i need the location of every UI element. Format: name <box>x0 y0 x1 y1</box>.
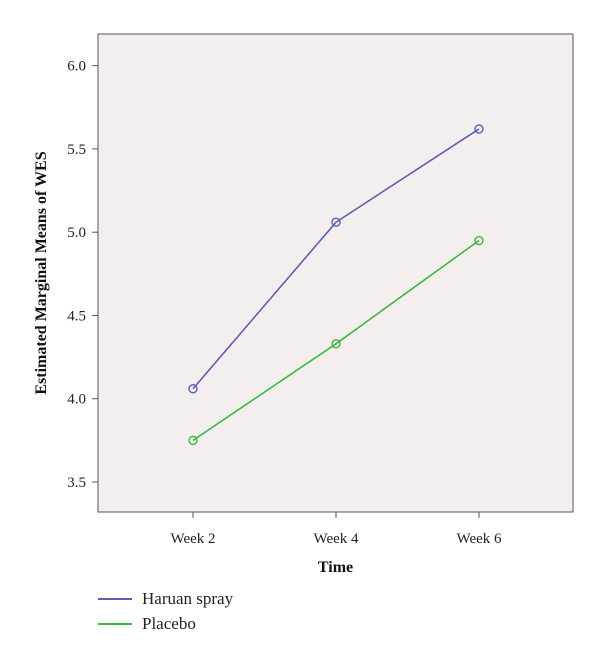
y-tick-label: 4.5 <box>67 308 86 324</box>
plot-area <box>97 33 574 513</box>
x-axis: Week 2 Week 4 Week 6 <box>170 512 502 547</box>
y-tick-label: 5.5 <box>67 142 86 158</box>
legend: Haruan spray Placebo <box>98 586 233 636</box>
legend-label-placebo: Placebo <box>142 613 196 633</box>
series-line-haruan-spray <box>192 128 480 390</box>
data-point-placebo <box>331 339 341 349</box>
y-axis-title: Estimated Marginal Means of WES <box>33 151 50 394</box>
x-tick-label: Week 6 <box>456 531 502 547</box>
y-tick-label: 3.5 <box>67 475 86 491</box>
y-tick-label: 6.0 <box>67 59 86 75</box>
y-tick-label: 5.0 <box>67 225 86 241</box>
series-layer <box>188 124 484 446</box>
series-line-placebo <box>192 239 480 442</box>
legend-swatch-haruan-spray <box>98 597 132 600</box>
data-point-placebo <box>474 235 484 246</box>
legend-label-haruan-spray: Haruan spray <box>142 588 234 608</box>
x-axis-title: Time <box>318 559 353 576</box>
legend-swatch-placebo <box>98 622 132 625</box>
x-tick-label: Week 2 <box>170 531 215 547</box>
y-tick-label: 4.0 <box>67 392 86 408</box>
data-point-haruan-spray <box>474 124 484 134</box>
y-axis: 3.5 4.0 4.5 5.0 5.5 6.0 <box>67 59 98 491</box>
x-tick-label: Week 4 <box>313 531 359 547</box>
data-point-haruan-spray <box>331 217 341 227</box>
data-point-haruan-spray <box>188 384 198 394</box>
legend-item-placebo: Placebo <box>98 611 233 636</box>
legend-item-haruan-spray: Haruan spray <box>98 586 233 611</box>
data-point-placebo <box>188 435 198 446</box>
